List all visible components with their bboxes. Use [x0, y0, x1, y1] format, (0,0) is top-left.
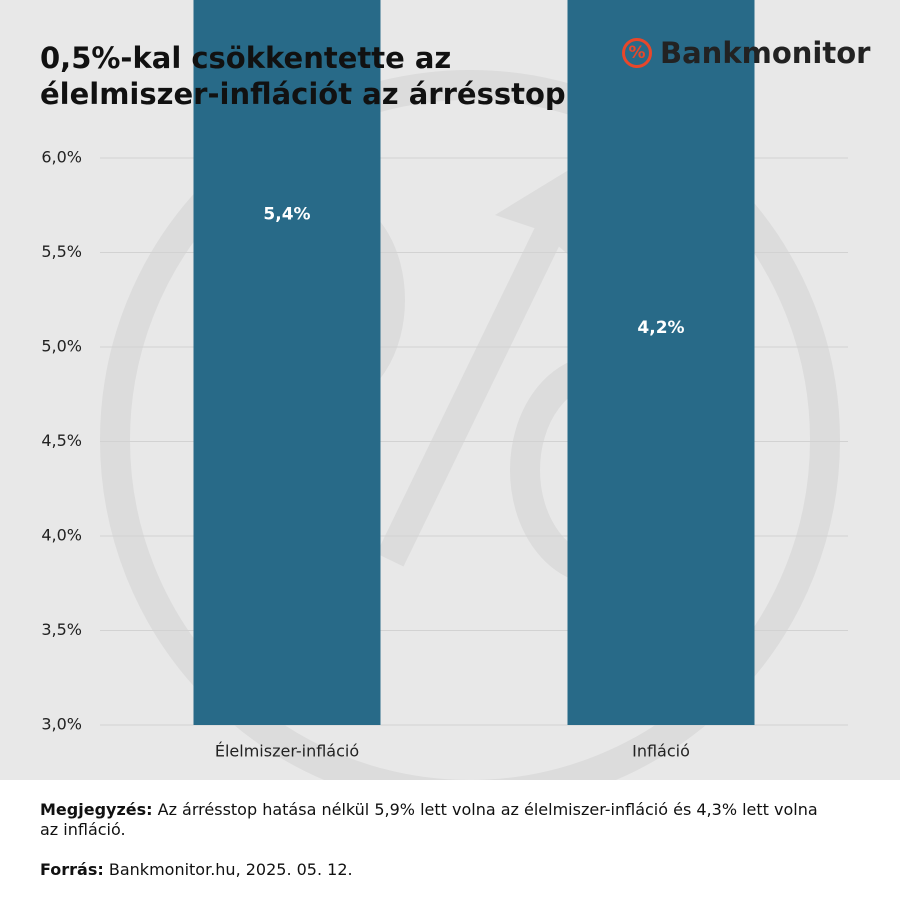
- source-label: Forrás:: [40, 860, 104, 879]
- data-label: 4,2%: [637, 318, 684, 338]
- bar-segment: [193, 0, 381, 725]
- y-tick-label: 4,5%: [41, 431, 82, 450]
- y-tick-label: 5,0%: [41, 337, 82, 356]
- y-tick-label: 5,5%: [41, 242, 82, 261]
- note-text: Az árrésstop hatása nélkül 5,9% lett vol…: [40, 800, 818, 839]
- brand-name: Bankmonitor: [660, 36, 871, 70]
- source: Forrás: Bankmonitor.hu, 2025. 05. 12.: [40, 860, 840, 880]
- y-tick-label: 4,0%: [41, 526, 82, 545]
- y-tick-label: 3,0%: [41, 715, 82, 734]
- x-tick-label: Infláció: [632, 742, 690, 761]
- bar-segment: [567, 0, 755, 725]
- y-tick-label: 3,5%: [41, 620, 82, 639]
- x-tick-label: Élelmiszer-infláció: [215, 742, 359, 761]
- source-text: Bankmonitor.hu, 2025. 05. 12.: [108, 860, 353, 879]
- data-label: 5,4%: [263, 205, 310, 225]
- chart: 3,0% 3,5% 4,0% 4,5% 5,0% 5,5% 6,0% Élelmiszer-i…: [41, 0, 848, 780]
- note: Megjegyzés: Az árrésstop hatása nélkül 5…: [40, 800, 840, 840]
- watermark-arrow: [495, 160, 585, 265]
- note-label: Megjegyzés:: [40, 800, 153, 819]
- y-tick-label: 6,0%: [41, 148, 82, 167]
- chart-title: 0,5%-kal csökkentette az élelmiszer-infl…: [40, 41, 566, 111]
- brand-logo: % Bankmonitor: [622, 36, 870, 70]
